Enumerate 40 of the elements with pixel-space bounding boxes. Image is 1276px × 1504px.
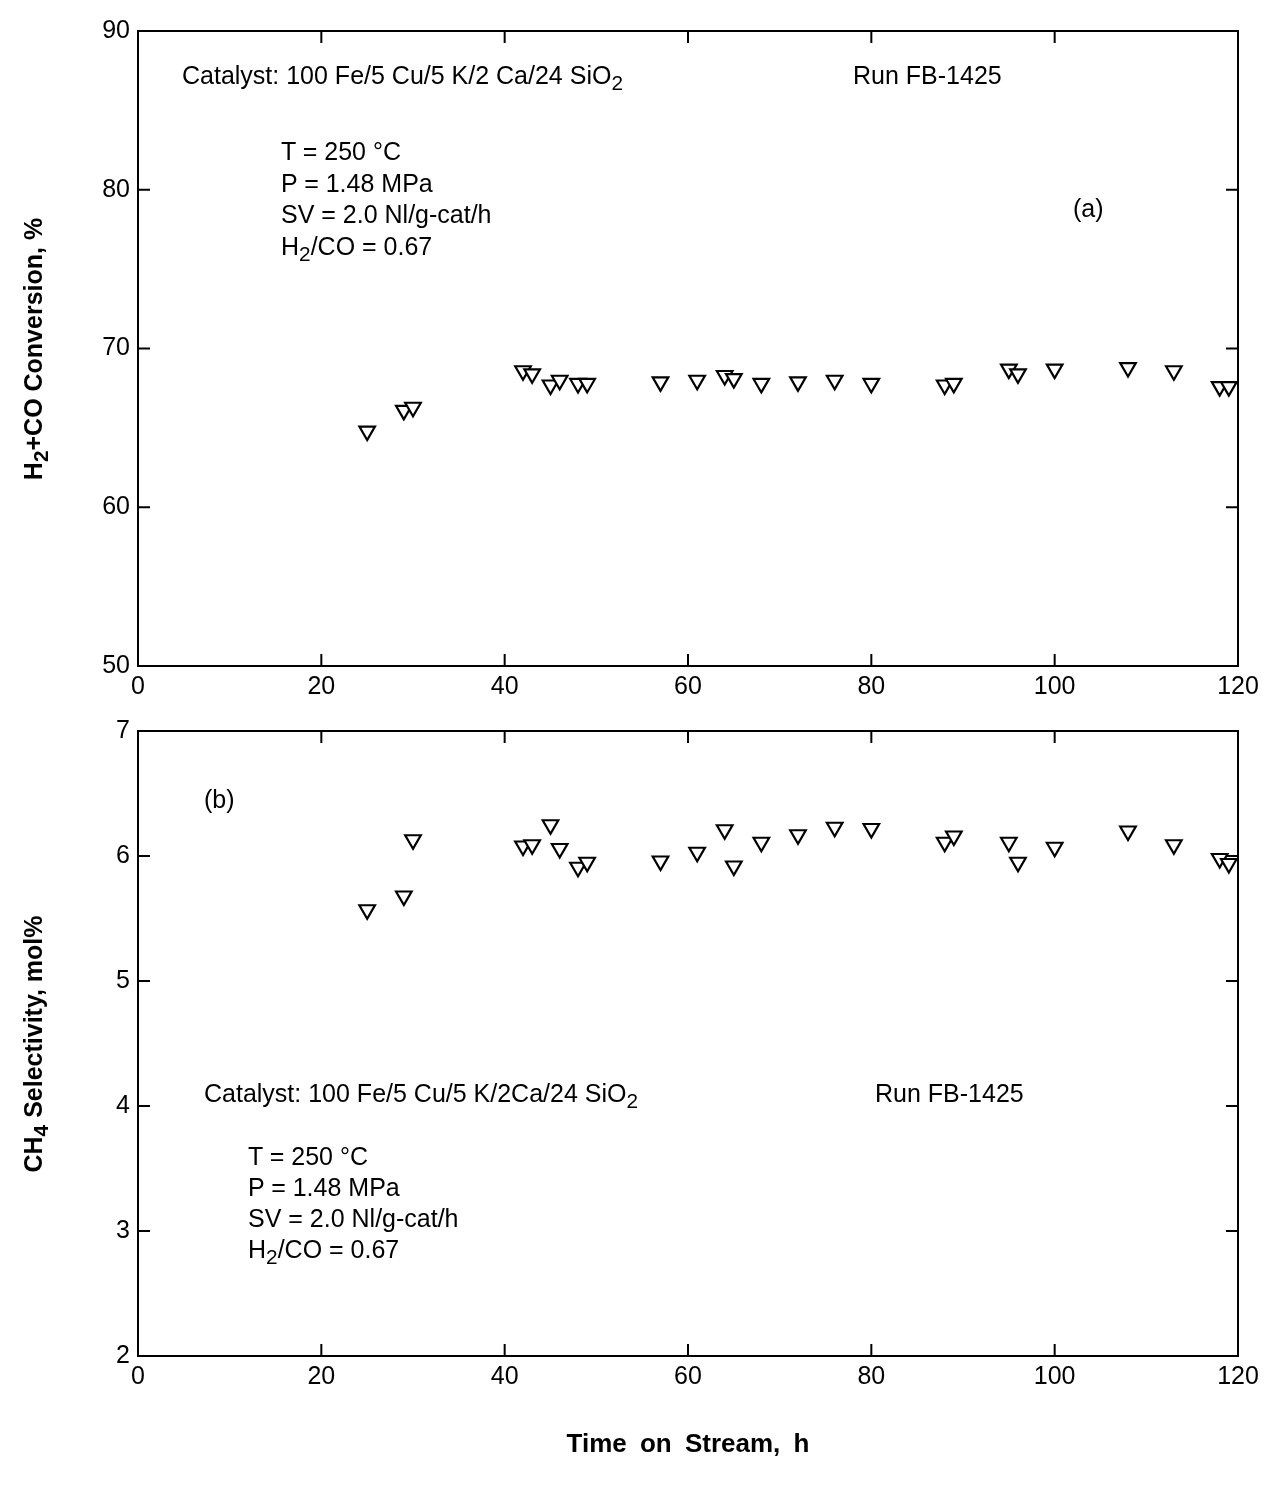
annotation: Catalyst: 100 Fe/5 Cu/5 K/2 Ca/24 SiO$_{2}$ (182, 60, 623, 94)
annotation: H$_{2}$/CO = 0.67 (248, 1235, 400, 1269)
x-tick-label: 120 (1217, 670, 1259, 699)
y-tick-label: 7 (116, 714, 130, 743)
annotation: Catalyst: 100 Fe/5 Cu/5 K/2Ca/24 SiO$_{2}$ (204, 1079, 639, 1112)
annotation: H$_{2}$/CO = 0.67 (281, 232, 433, 266)
y-tick-label: 6 (116, 839, 130, 868)
x-tick-label: 100 (1033, 1360, 1076, 1389)
y-tick-label: 60 (102, 491, 130, 520)
x-tick-label: 40 (490, 1360, 519, 1389)
x-tick-label: 40 (490, 670, 519, 699)
annotation: (b) (204, 785, 235, 814)
annotation: P = 1.48 MPa (248, 1172, 400, 1201)
y-tick-label: 5 (116, 964, 130, 993)
annotation: SV = 2.0 Nl/g-cat/h (281, 200, 492, 229)
x-tick-label: 0 (131, 670, 145, 699)
x-tick-label: 120 (1217, 1360, 1259, 1389)
annotation: T = 250 °C (281, 136, 402, 165)
y-tick-label: 4 (116, 1089, 131, 1118)
x-tick-label: 60 (674, 1360, 702, 1389)
x-tick-label: 20 (307, 1360, 336, 1389)
x-axis-title: Time on Stream, h (566, 1428, 810, 1459)
x-tick-label: 80 (857, 670, 886, 699)
x-tick-label: 0 (131, 1360, 145, 1389)
annotation: P = 1.48 MPa (281, 168, 433, 197)
y-tick-label: 3 (116, 1214, 130, 1243)
y-tick-label: 70 (102, 332, 130, 361)
annotation: SV = 2.0 Nl/g-cat/h (248, 1204, 459, 1232)
x-tick-label: 100 (1033, 670, 1076, 699)
y-tick-label: 90 (102, 14, 130, 43)
x-tick-label: 80 (857, 1360, 886, 1389)
y-tick-label: 50 (102, 649, 130, 678)
x-tick-label: 20 (307, 670, 336, 699)
annotation: T = 250 °C (248, 1141, 369, 1170)
y-tick-label: 2 (116, 1339, 130, 1368)
annotation: (a) (1073, 194, 1104, 223)
annotation: Run FB-1425 (875, 1079, 1024, 1107)
x-tick-label: 60 (674, 670, 702, 699)
annotation: Run FB-1425 (853, 60, 1002, 89)
y-tick-label: 80 (102, 173, 130, 202)
